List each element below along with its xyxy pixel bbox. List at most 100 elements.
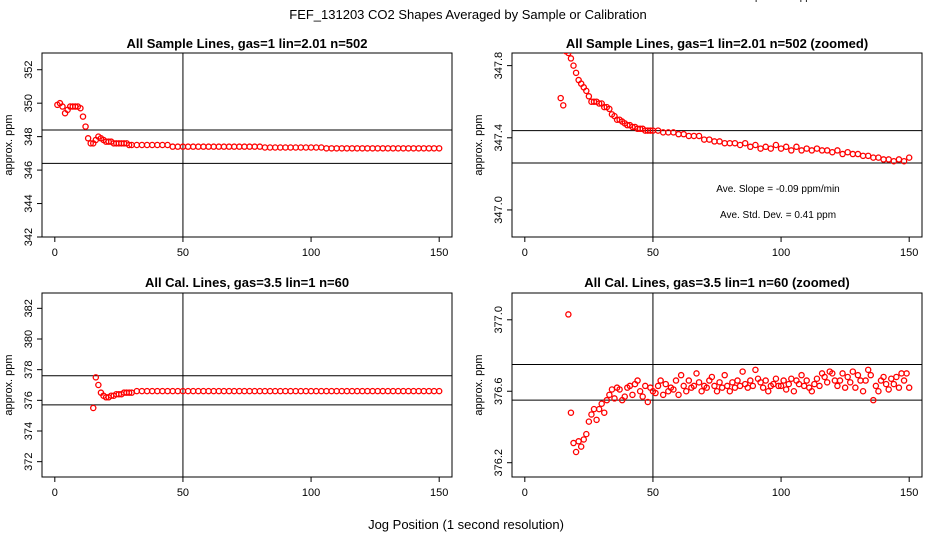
data-point xyxy=(174,143,182,150)
data-point xyxy=(133,387,141,395)
data-point xyxy=(577,443,585,450)
data-point xyxy=(595,100,603,107)
data-point xyxy=(782,143,790,151)
data-point xyxy=(818,147,826,154)
data-point xyxy=(829,148,836,156)
data-point xyxy=(410,387,417,395)
data-point xyxy=(364,145,371,152)
x-tick-label: 100 xyxy=(772,247,790,259)
data-point xyxy=(323,387,330,395)
data-point xyxy=(765,388,772,395)
data-point xyxy=(647,127,654,134)
chart-panel-2: All Sample Lines, gas=1 lin=2.01 n=502 (… xyxy=(473,36,923,259)
data-point xyxy=(872,382,880,390)
data-point xyxy=(747,377,754,384)
chart-panels: All Sample Lines, gas=1 lin=2.01 n=502 0 5… xyxy=(3,0,923,499)
data-point xyxy=(634,377,641,384)
data-point xyxy=(803,377,810,384)
data-point xyxy=(557,94,564,102)
data-point xyxy=(328,387,335,395)
data-point xyxy=(849,150,857,158)
data-point xyxy=(338,387,346,395)
data-point xyxy=(777,382,785,390)
data-point xyxy=(642,382,649,390)
x-tick-label: 150 xyxy=(430,247,448,259)
data-point xyxy=(895,156,903,163)
data-point xyxy=(297,144,305,151)
data-point xyxy=(359,387,366,395)
data-point xyxy=(143,141,151,149)
data-points xyxy=(557,53,913,165)
data-point xyxy=(405,145,412,152)
data-point xyxy=(400,145,407,152)
data-points xyxy=(90,374,443,412)
data-point xyxy=(716,138,723,145)
data-point xyxy=(606,391,613,399)
data-point xyxy=(726,388,734,395)
y-tick-label: 347.8 xyxy=(493,52,505,80)
data-point xyxy=(603,396,611,404)
y-tick-label: 342 xyxy=(23,228,35,246)
data-point xyxy=(829,370,836,377)
data-point xyxy=(905,154,913,161)
data-point xyxy=(885,156,892,163)
data-point xyxy=(595,405,603,413)
x-tick-label: 50 xyxy=(177,487,189,499)
data-point xyxy=(236,143,243,150)
data-point xyxy=(384,387,392,395)
data-point xyxy=(780,377,787,384)
data-point xyxy=(92,374,100,381)
data-point xyxy=(675,130,682,138)
data-point xyxy=(831,377,839,384)
panel-title: All Sample Lines, gas=1 lin=2.01 n=502 xyxy=(127,36,368,51)
data-point xyxy=(864,366,872,374)
data-point xyxy=(343,387,351,395)
data-point xyxy=(608,386,616,393)
data-point xyxy=(790,388,798,395)
data-point xyxy=(348,387,356,395)
data-point xyxy=(588,411,595,418)
data-point xyxy=(394,145,402,152)
annotation: Ave. Std. Dev. = 0.41 ppm xyxy=(720,210,836,221)
y-tick-label: 372 xyxy=(23,452,35,470)
y-tick-label: 378 xyxy=(23,360,35,378)
data-point xyxy=(215,387,223,395)
data-point xyxy=(782,386,790,393)
data-point xyxy=(251,387,258,395)
data-point xyxy=(593,416,600,424)
data-point xyxy=(724,382,731,390)
data-point xyxy=(898,370,905,377)
data-point xyxy=(369,387,376,395)
panel-title: All Cal. Lines, gas=3.5 lin=1 n=60 xyxy=(145,275,349,290)
data-point xyxy=(759,384,767,391)
data-point xyxy=(210,143,217,150)
y-tick-label: 382 xyxy=(23,299,35,317)
y-tick-label: 344 xyxy=(23,194,35,212)
data-point xyxy=(87,140,94,147)
data-point xyxy=(230,387,238,395)
y-tick-label: 376.6 xyxy=(493,377,505,405)
data-point xyxy=(585,418,593,425)
data-point xyxy=(680,130,687,138)
panel-title: All Cal. Lines, gas=3.5 lin=1 n=60 (zoom… xyxy=(584,275,850,290)
data-point xyxy=(885,386,892,393)
panel-title: All Sample Lines, gas=1 lin=2.01 n=502 (… xyxy=(566,36,868,51)
data-point xyxy=(616,386,623,393)
data-point xyxy=(282,387,289,395)
data-point xyxy=(811,380,818,388)
data-point xyxy=(870,154,877,161)
data-point xyxy=(706,136,713,143)
data-point xyxy=(757,145,764,152)
plot-frame xyxy=(511,292,923,478)
data-point xyxy=(343,145,351,152)
data-point xyxy=(570,439,577,447)
data-point xyxy=(420,145,428,152)
data-point xyxy=(711,382,718,390)
data-point xyxy=(639,393,646,400)
data-point xyxy=(415,387,422,395)
data-point xyxy=(389,145,397,152)
data-point xyxy=(200,143,207,150)
data-point xyxy=(82,123,89,130)
data-point xyxy=(880,373,887,381)
data-point xyxy=(859,152,867,160)
